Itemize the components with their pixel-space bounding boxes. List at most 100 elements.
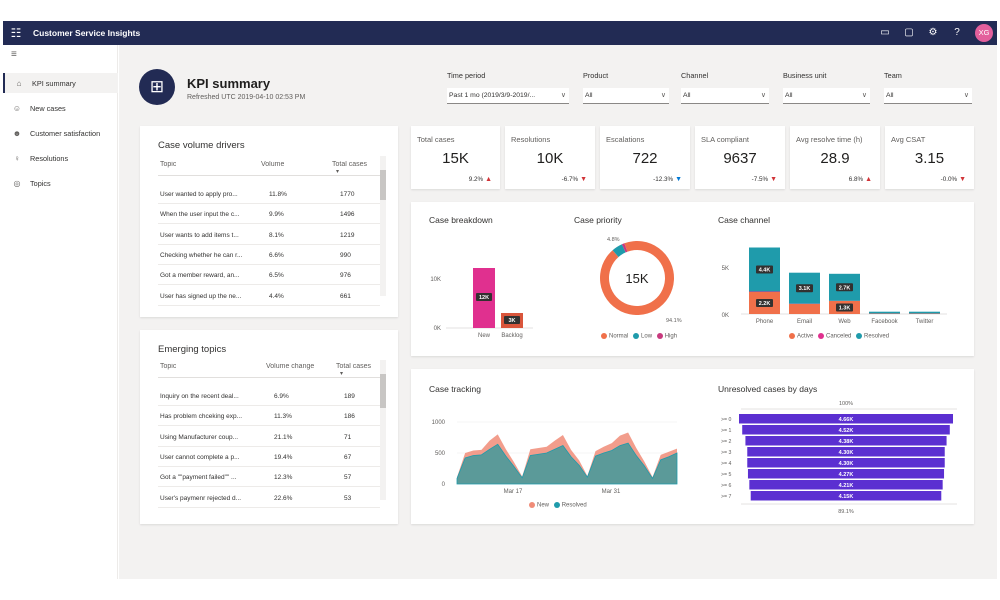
table-row[interactable]: User's paymenr rejected d... 22.6% 53 xyxy=(158,488,380,508)
table-cell: Has problem chceking exp... xyxy=(160,413,243,421)
data-label: 12K xyxy=(479,295,489,301)
sidebar-item-label: Resolutions xyxy=(30,153,69,163)
column-header[interactable]: Volume change xyxy=(266,363,315,370)
column-header[interactable]: Total cases xyxy=(336,363,372,370)
table-header: Topic Volume Total cases ▾ xyxy=(158,156,380,176)
kpi-escalations[interactable]: Escalations 722 -12.3% ▼ xyxy=(600,126,690,189)
funnel-bar[interactable] xyxy=(749,480,943,490)
funnel-label: 4.15K xyxy=(839,494,854,500)
sort-desc-icon[interactable]: ▾ xyxy=(340,371,344,377)
data-label: 2.2K xyxy=(759,301,771,307)
funnel-category: >= 7 xyxy=(721,494,732,500)
filter-business-unit: Business unit All ∨ xyxy=(783,71,870,104)
funnel-top-label: 100% xyxy=(839,401,853,407)
funnel-bar[interactable] xyxy=(747,447,945,457)
table-row[interactable]: Got a member reward, an... 6.5% 976 xyxy=(158,265,380,286)
filter-dropdown[interactable]: All ∨ xyxy=(681,88,769,104)
slice-high[interactable] xyxy=(621,243,628,253)
sidebar: ≡ ⌂ KPI summary ☺ New cases ☻ Customer satisf… xyxy=(3,45,118,579)
table-cell: 6.5% xyxy=(269,272,284,280)
chevron-down-icon: ∨ xyxy=(963,92,969,99)
table-row[interactable]: User cannot complete a p... 19.4% 67 xyxy=(158,447,380,467)
trend-arrow-icon: ▼ xyxy=(675,176,682,183)
table-row[interactable]: User wants to add items t... 8.1% 1219 xyxy=(158,225,380,245)
chat-icon[interactable]: ▭ xyxy=(880,27,890,38)
x-tick: Email xyxy=(797,319,812,325)
kpi-avg-csat[interactable]: Avg CSAT 3.15 -0.0% ▼ xyxy=(885,126,974,189)
funnel-bar[interactable] xyxy=(742,425,950,435)
avatar[interactable]: XG xyxy=(975,24,993,42)
column-header[interactable]: Total cases xyxy=(332,161,368,168)
kpi-resolutions[interactable]: Resolutions 10K -6.7% ▼ xyxy=(505,126,595,189)
gear-icon[interactable]: ⚙ xyxy=(928,27,938,38)
scrollbar[interactable] xyxy=(380,360,386,500)
sidebar-item-customer-satisfaction[interactable]: ☻ Customer satisfaction xyxy=(3,123,118,143)
funnel-bottom-label: 89.1% xyxy=(838,509,854,515)
bar-facebook-resolved[interactable] xyxy=(869,311,900,314)
sidebar-item-label: Customer satisfaction xyxy=(30,128,101,138)
table-row[interactable]: Has problem chceking exp... 11.3% 186 xyxy=(158,406,380,427)
waffle-menu-icon[interactable]: ☷ xyxy=(10,26,22,40)
sort-desc-icon[interactable]: ▾ xyxy=(336,169,340,175)
funnel-label: 4.38K xyxy=(839,439,854,445)
filter-dropdown[interactable]: Past 1 mo (2019/3/9-2019/... ∨ xyxy=(447,88,569,104)
table-cell: 976 xyxy=(340,272,351,280)
sidebar-item-topics[interactable]: ◎ Topics xyxy=(3,173,118,193)
bar-twitter-resolved[interactable] xyxy=(909,311,940,314)
column-header[interactable]: Topic xyxy=(160,363,177,370)
kpi-total-cases[interactable]: Total cases 15K 9.2% ▲ xyxy=(411,126,500,189)
funnel-category: >= 5 xyxy=(721,472,732,478)
funnel-label: 4.27K xyxy=(839,472,854,478)
charts-card-top: Case breakdown Case priority Case channe… xyxy=(411,202,974,356)
funnel-category: >= 2 xyxy=(721,439,732,445)
table-cell: When the user input the c... xyxy=(160,211,240,219)
area-resolved[interactable] xyxy=(456,442,678,485)
bar-email-active[interactable] xyxy=(789,304,820,314)
table-header: Topic Volume change Total cases ▾ xyxy=(158,358,380,378)
table-row[interactable]: Checking whether he can r... 6.6% 990 xyxy=(158,245,380,265)
kpi-title: SLA compliant xyxy=(701,135,749,144)
smile-icon: ☻ xyxy=(12,128,22,138)
filter-label: Time period xyxy=(447,71,486,80)
scrollbar[interactable] xyxy=(380,156,386,296)
filter-dropdown[interactable]: All ∨ xyxy=(583,88,669,104)
sidebar-item-resolutions[interactable]: ♀ Resolutions xyxy=(3,148,118,168)
table-cell: 19.4% xyxy=(274,453,293,461)
chevron-down-icon: ∨ xyxy=(861,92,867,99)
unresolved-title: Unresolved cases by days xyxy=(718,384,818,394)
topics-icon: ◎ xyxy=(13,178,21,188)
filter-dropdown[interactable]: All ∨ xyxy=(783,88,870,104)
table-row[interactable]: Got a ""payment failed"" ... 12.3% 57 xyxy=(158,467,380,488)
table-row[interactable]: User has signed up the ne... 4.4% 661 xyxy=(158,286,380,306)
kpi-sla-compliant[interactable]: SLA compliant 9637 -7.5% ▼ xyxy=(695,126,785,189)
table-row[interactable]: Inquiry on the recent deal... 6.9% 189 xyxy=(158,386,380,406)
bell-icon[interactable]: ▢ xyxy=(904,27,914,38)
table-cell: 53 xyxy=(344,494,352,502)
help-icon[interactable]: ? xyxy=(954,27,960,38)
table-row[interactable]: When the user input the c... 9.9% 1496 xyxy=(158,204,380,225)
funnel-bar[interactable] xyxy=(747,469,945,479)
table-cell: Got a ""payment failed"" ... xyxy=(160,474,237,482)
kpi-avg-resolve-time-h-[interactable]: Avg resolve time (h) 28.9 6.8% ▲ xyxy=(790,126,880,189)
table-row[interactable]: Using Manufacturer coup... 21.1% 71 xyxy=(158,427,380,447)
slice-low[interactable] xyxy=(612,244,626,257)
sidebar-item-kpi-summary[interactable]: ⌂ KPI summary xyxy=(3,73,118,93)
donut-center-label: 15K xyxy=(625,271,648,286)
table-cell: 661 xyxy=(340,292,351,300)
table-cell: 186 xyxy=(344,413,355,421)
emerging-topics-card: Emerging topics Topic Volume change Total … xyxy=(140,330,398,524)
hamburger-icon[interactable]: ≡ xyxy=(11,49,17,60)
column-header[interactable]: Volume xyxy=(261,161,285,168)
funnel-bar[interactable] xyxy=(747,458,945,468)
case-breakdown-title: Case breakdown xyxy=(429,215,493,225)
table-row[interactable]: User wanted to apply pro... 11.8% 1770 xyxy=(158,184,380,204)
funnel-bar[interactable] xyxy=(750,491,942,501)
bar-phone-canceled[interactable] xyxy=(749,291,780,293)
filter-dropdown[interactable]: All ∨ xyxy=(884,88,972,104)
column-header[interactable]: Topic xyxy=(160,161,177,168)
funnel-bar[interactable] xyxy=(739,414,953,424)
funnel-bar[interactable] xyxy=(745,436,947,446)
data-label-bg xyxy=(476,293,492,301)
x-tick: New xyxy=(478,333,491,339)
sidebar-item-new-cases[interactable]: ☺ New cases xyxy=(3,98,118,118)
